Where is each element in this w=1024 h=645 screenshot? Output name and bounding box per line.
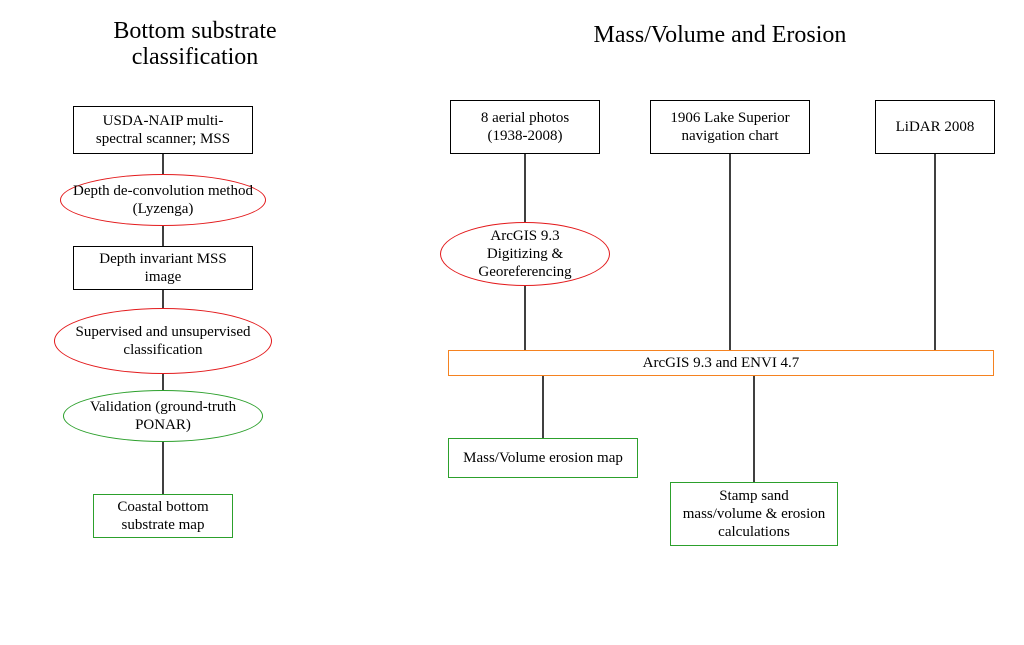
left-node-n3: Depth invariant MSS image [73,246,253,290]
left-node-n2: Depth de-convolution method (Lyzenga) [60,174,266,226]
right-ellipse-arcgis: ArcGIS 9.3 Digitizing & Georeferencing [440,222,610,286]
right-top-r2: 1906 Lake Superior navigation chart [650,100,810,154]
left-node-n1: USDA-NAIP multi-spectral scanner; MSS [73,106,253,154]
diagram-canvas: Bottom substrate classification Mass/Volu… [0,0,1024,645]
left-node-n4: Supervised and unsupervised classificati… [54,308,272,374]
title-left: Bottom substrate classification [85,18,305,71]
right-top-r1: 8 aerial photos (1938-2008) [450,100,600,154]
right-output-o1: Mass/Volume erosion map [448,438,638,478]
right-top-r3: LiDAR 2008 [875,100,995,154]
left-node-n5: Validation (ground-truth PONAR) [63,390,263,442]
right-output-o2: Stamp sand mass/volume & erosion calcula… [670,482,838,546]
left-node-n6: Coastal bottom substrate map [93,494,233,538]
title-right: Mass/Volume and Erosion [560,22,880,48]
right-bar-envi: ArcGIS 9.3 and ENVI 4.7 [448,350,994,376]
